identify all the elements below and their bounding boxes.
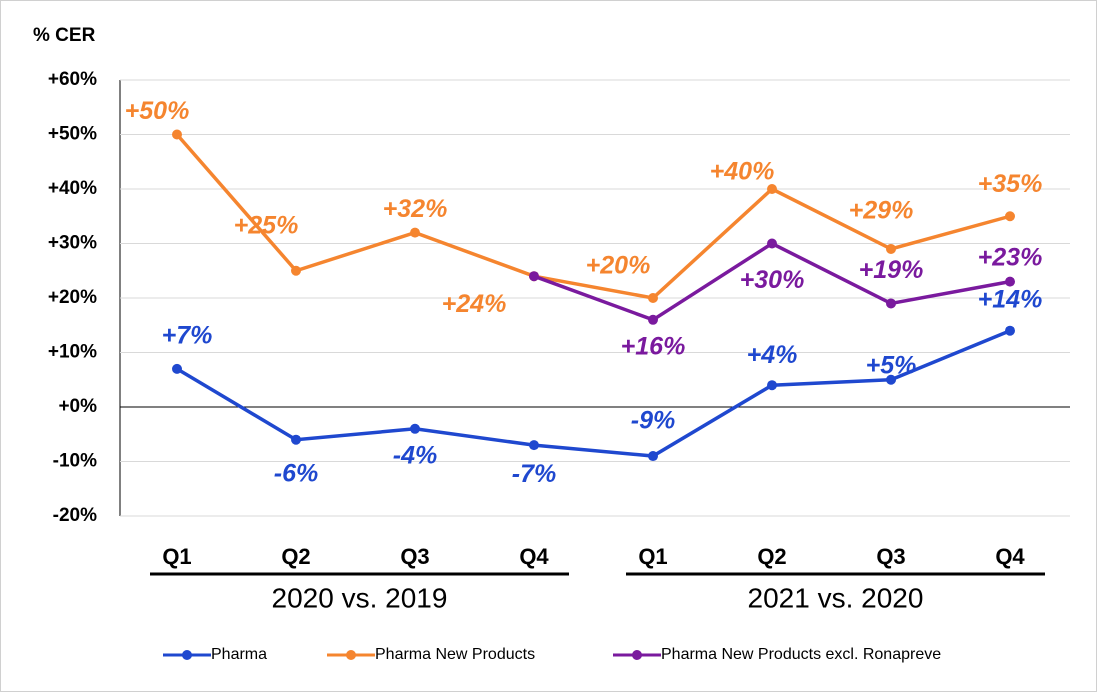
data-label: +7% <box>162 321 213 349</box>
data-label: -4% <box>393 441 437 469</box>
point <box>529 271 539 282</box>
y-tick-label: +20% <box>48 287 97 308</box>
data-label: +40% <box>710 158 775 186</box>
y-tick-label: -20% <box>53 505 97 526</box>
legend-label: Pharma <box>211 646 267 663</box>
point <box>767 238 777 249</box>
point <box>767 380 777 391</box>
legend-label: Pharma New Products <box>375 646 535 663</box>
point <box>886 243 896 254</box>
y-tick-label: +0% <box>58 396 97 417</box>
y-tick-label: +50% <box>48 124 97 145</box>
data-label: +35% <box>978 170 1043 198</box>
y-tick-label: +30% <box>48 233 97 254</box>
x-tick-label: Q4 <box>519 544 549 569</box>
point <box>529 440 539 451</box>
data-label: +24% <box>442 290 507 318</box>
legend-marker <box>346 650 356 660</box>
x-tick-label: Q4 <box>995 544 1025 569</box>
x-tick-label: Q3 <box>876 544 905 569</box>
legend-label: Pharma New Products excl. Ronapreve <box>661 646 941 663</box>
x-tick-label: Q2 <box>757 544 786 569</box>
y-tick-label: +40% <box>48 178 97 199</box>
data-label: -6% <box>274 459 318 487</box>
line <box>176 329 1011 458</box>
point <box>172 363 182 374</box>
data-label: +23% <box>978 243 1043 271</box>
data-label: +14% <box>978 285 1043 313</box>
data-label: -7% <box>512 460 556 488</box>
line <box>175 133 1011 300</box>
y-tick-label: +10% <box>48 342 97 363</box>
point <box>648 293 658 303</box>
data-label: +19% <box>859 256 924 284</box>
data-label: +29% <box>849 197 914 225</box>
point <box>1005 276 1015 287</box>
point <box>1005 325 1015 336</box>
data-label: +20% <box>586 252 651 280</box>
point <box>172 129 182 140</box>
point <box>886 298 896 309</box>
point <box>291 265 301 276</box>
data-label: +30% <box>740 266 805 294</box>
x-tick-label: Q1 <box>638 544 667 569</box>
data-label: +4% <box>747 341 798 369</box>
point <box>291 434 301 445</box>
point <box>648 314 658 325</box>
data-label: +16% <box>621 332 686 360</box>
y-axis-label: % CER <box>33 25 96 46</box>
group-label: 2021 vs. 2020 <box>748 582 924 613</box>
x-tick-label: Q2 <box>281 544 310 569</box>
point <box>1005 211 1015 222</box>
data-label: +5% <box>866 351 917 379</box>
data-label: +32% <box>383 195 448 223</box>
y-tick-label: +60% <box>48 69 97 90</box>
group-label: 2020 vs. 2019 <box>272 582 448 613</box>
point <box>886 374 896 385</box>
point <box>648 451 658 462</box>
point <box>410 227 420 238</box>
data-label: +50% <box>125 97 190 125</box>
y-tick-label: -10% <box>53 451 97 472</box>
x-tick-label: Q1 <box>162 544 191 569</box>
x-tick-label: Q3 <box>400 544 429 569</box>
legend-marker <box>182 650 192 660</box>
data-label: -9% <box>631 407 675 435</box>
point <box>767 184 777 194</box>
legend-marker <box>632 650 642 660</box>
data-label: +25% <box>234 211 299 239</box>
point <box>410 423 420 434</box>
